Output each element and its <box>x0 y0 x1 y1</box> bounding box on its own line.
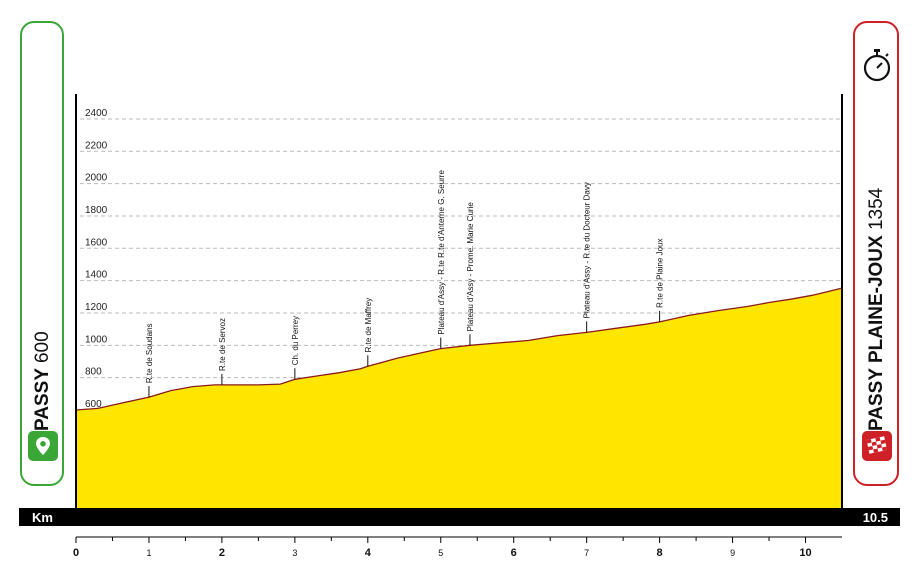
annotation-label: R.te de Soudans <box>145 323 154 383</box>
y-tick-label: 800 <box>85 367 102 378</box>
y-tick-label: 1600 <box>85 237 108 248</box>
y-tick-label: 1400 <box>85 270 108 281</box>
x-tick-label: 0 <box>73 547 79 559</box>
y-axis-labels: 600 800 1000 1200 1400 1600 1800 2000 2200 2400 <box>85 108 108 410</box>
map-pin-icon <box>28 431 58 461</box>
x-tick-label: 10 <box>799 547 811 559</box>
annotation-label: Plateau d'Assy - Prome. Marie Curie <box>466 202 475 332</box>
finish-panel: PASSY PLAINE-JOUX 1354 <box>853 21 899 486</box>
stopwatch-icon <box>862 48 892 82</box>
y-tick-label: 1200 <box>85 302 108 313</box>
x-tick-label: 9 <box>730 548 735 558</box>
annotation-label: R.te de Servoz <box>218 318 227 371</box>
x-tick-label: 5 <box>438 548 443 558</box>
start-altitude: 600 <box>32 331 53 364</box>
elevation-area <box>76 288 842 508</box>
annotation-label: R.te de Maffrey <box>364 298 373 353</box>
start-panel: PASSY 600 <box>20 21 64 486</box>
y-tick-label: 600 <box>85 399 102 410</box>
road-annotations: R.te de Soudans R.te de Servoz Ch. du Perr… <box>145 170 665 398</box>
y-tick-label: 1800 <box>85 205 108 216</box>
finish-name: PASSY PLAINE-JOUX <box>866 235 887 431</box>
annotation-label: Ch. du Perrey <box>291 316 300 365</box>
finish-label: PASSY PLAINE-JOUX 1354 <box>866 188 888 431</box>
start-name: PASSY <box>32 368 53 431</box>
x-tick-label: 1 <box>146 548 151 558</box>
y-tick-label: 2000 <box>85 173 108 184</box>
annotation-label: R.te de Plaine Joux <box>656 238 665 307</box>
x-tick-label: 7 <box>584 548 589 558</box>
distance-bar-unit: Km <box>32 510 53 525</box>
x-tick-label: 3 <box>292 548 297 558</box>
start-label: PASSY 600 <box>32 331 54 431</box>
km-axis-ticks: 0 1 2 3 4 5 6 7 8 9 10 <box>73 537 812 559</box>
x-tick-label: 8 <box>657 547 663 559</box>
checkered-flag-icon <box>862 431 892 461</box>
y-tick-label: 2200 <box>85 140 108 151</box>
y-tick-label: 2400 <box>85 108 108 119</box>
y-tick-label: 1000 <box>85 334 108 345</box>
distance-bar <box>19 508 900 526</box>
x-tick-label: 4 <box>365 547 372 559</box>
elevation-line <box>75 287 843 411</box>
x-tick-label: 2 <box>219 547 225 559</box>
finish-altitude: 1354 <box>866 187 887 231</box>
annotation-label: Plateau d'Assy - R.te du Docteur Davy <box>583 182 592 318</box>
annotation-label: Plateau d'Assy - R.te R.te d'Anterne G. … <box>437 170 446 335</box>
x-tick-label: 6 <box>511 547 517 559</box>
distance-bar-total: 10.5 <box>863 510 888 525</box>
